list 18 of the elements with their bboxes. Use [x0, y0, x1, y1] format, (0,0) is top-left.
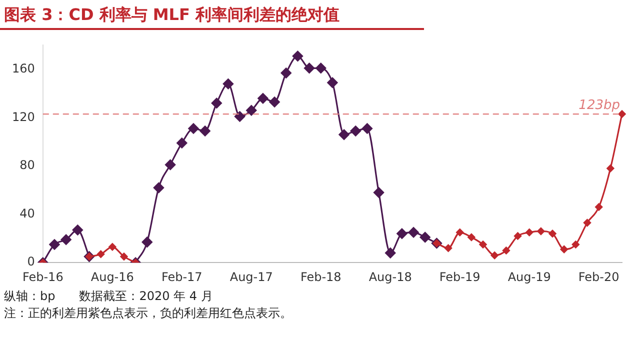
x-tick-label: Aug-16 — [90, 270, 134, 284]
y-tick-label: 0 — [27, 254, 35, 269]
x-tick-label: Feb-19 — [439, 270, 480, 284]
x-tick-label: Feb-20 — [578, 270, 620, 284]
y-tick-label: 80 — [20, 158, 35, 172]
text: 纵轴：bp 数据截至：2020 年 4 月 — [3, 288, 214, 305]
x-tick-label: Aug-18 — [368, 270, 412, 284]
text: 注：正的利差用紫色点表示，负的利差用红色点表示。 — [3, 305, 293, 322]
y-tick-label: 120 — [12, 110, 35, 124]
y-tick-label: 40 — [20, 206, 35, 220]
y-tick-label: 160 — [12, 61, 35, 76]
x-tick-label: Aug-17 — [230, 270, 273, 284]
ref-line-label: 123bp — [578, 98, 620, 113]
chart-title: 图表 3：CD 利率与 MLF 利率间利差的绝对值 — [0, 0, 424, 30]
x-tick-label: Feb-18 — [300, 270, 342, 284]
x-tick-label: Aug-19 — [508, 270, 551, 284]
x-tick-label: Feb-17 — [161, 270, 202, 284]
x-tick-label: Feb-16 — [22, 270, 64, 284]
